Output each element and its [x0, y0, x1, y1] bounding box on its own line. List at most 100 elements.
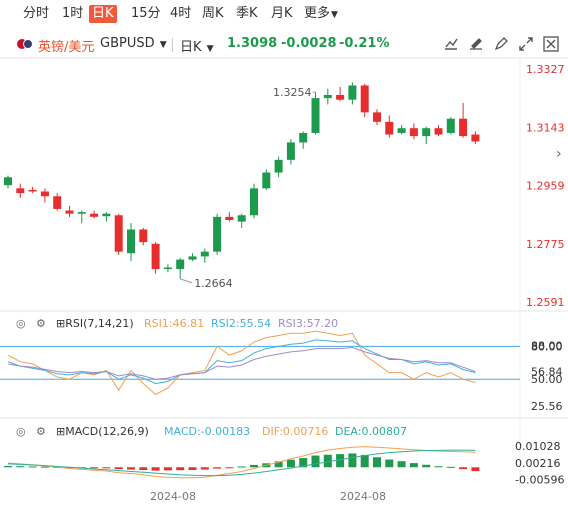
macd-histogram-bar [102, 467, 111, 469]
tab-daily[interactable]: 日K [89, 5, 117, 23]
macd-value: MACD:-0.00183 [164, 425, 251, 438]
close-icon[interactable] [541, 34, 561, 54]
candle-body [65, 210, 74, 214]
macd-histogram-bar [471, 467, 480, 472]
candle-body [188, 256, 197, 260]
candle-body [176, 259, 185, 270]
edit-tool-icon[interactable] [491, 34, 511, 54]
candle-body [262, 172, 271, 189]
tab-weekly[interactable]: 周K [202, 6, 224, 21]
macd-histogram-bar [151, 467, 160, 471]
symbol-selector[interactable]: GBPUSD ▼ [100, 36, 167, 51]
candle-body [151, 243, 160, 270]
candle-body [213, 216, 222, 252]
rsi-tick-label: 50.00 [531, 373, 563, 386]
macd-label: ⊞MACD(12,26,9) [56, 425, 149, 438]
price-change-percent: -0.21% [339, 36, 390, 51]
macd-histogram-bar [250, 464, 258, 468]
candle-body [53, 196, 62, 209]
price-tick-label: 1.2959 [526, 180, 565, 193]
candle-body [90, 213, 99, 217]
macd-tick-label: 0.00216 [515, 457, 561, 470]
line-tool-icon[interactable] [441, 34, 461, 54]
macd-histogram-bar [237, 466, 246, 468]
candle-body [409, 128, 418, 137]
candle-body [446, 118, 455, 133]
macd-histogram-bar [360, 454, 369, 468]
tab-monthly[interactable]: 月K [271, 6, 293, 21]
macd-histogram-bar [114, 467, 123, 470]
macd-histogram-bar [139, 467, 148, 470]
period-label: 日K [180, 40, 202, 55]
candle-body [323, 94, 332, 99]
rsi-tick-label: 88.00 [531, 339, 563, 352]
visibility-icon[interactable]: ◎ [16, 425, 26, 438]
tab-quarterly[interactable]: 季K [236, 6, 258, 21]
tab-more-label: 更多 [304, 6, 331, 21]
macd-histogram-bar [446, 466, 455, 468]
low-price-label: 1.2664 [194, 277, 233, 290]
settings-icon[interactable]: ⚙ [36, 317, 46, 330]
expand-icon[interactable] [516, 34, 536, 54]
last-price: 1.3098 [227, 36, 278, 51]
price-tick-label: 1.3327 [526, 63, 565, 76]
price-change: -0.0028 [281, 36, 337, 51]
candle-body [299, 132, 308, 143]
candle-body [336, 94, 345, 100]
dea-line [7, 449, 476, 477]
candle-body [286, 142, 295, 160]
visibility-icon[interactable]: ◎ [16, 317, 26, 330]
draw-tool-icon[interactable] [466, 34, 486, 54]
tab-more[interactable]: 更多▼ [301, 5, 341, 23]
settings-icon[interactable]: ⚙ [36, 425, 46, 438]
rsi3-value: RSI3:57.20 [278, 317, 339, 330]
tab-4h[interactable]: 4时 [170, 6, 192, 21]
date-label: 2024-08 [150, 490, 196, 503]
tab-fenshi[interactable]: 分时 [23, 6, 50, 21]
candle-body [311, 98, 320, 133]
candle-body [459, 118, 468, 137]
macd-histogram-bar [373, 457, 381, 468]
rsi-params: RSI(7,14,21) [65, 317, 134, 330]
chevron-down-icon: ▼ [159, 40, 167, 50]
macd-histogram-bar [176, 467, 185, 471]
low-marker-line [180, 278, 193, 284]
candle-body [422, 128, 431, 137]
macd-histogram-bar [28, 466, 37, 468]
macd-tick-label: -0.00596 [515, 474, 564, 487]
candle-body [348, 85, 357, 100]
rsi-tick-label: 80.00 [531, 340, 563, 353]
macd-histogram-bar [336, 454, 345, 468]
macd-histogram-bar [213, 467, 222, 469]
tab-15m[interactable]: 15分 [131, 6, 161, 21]
candle-body [28, 189, 37, 192]
chevron-down-icon: ▼ [331, 10, 338, 20]
macd-histogram-bar [127, 467, 135, 470]
candle-body [373, 112, 381, 122]
tab-1h[interactable]: 1时 [62, 6, 84, 21]
candle-body [16, 188, 25, 194]
candle-body [163, 267, 172, 270]
price-tick-label: 1.2775 [526, 238, 565, 251]
macd-histogram-bar [299, 458, 308, 468]
period-selector[interactable]: 日K ▼ [180, 36, 214, 55]
rsi-tick-label: 56.84 [531, 366, 563, 379]
chevron-down-icon: ▼ [206, 44, 214, 54]
dif-value: DIF:0.00716 [262, 425, 329, 438]
candle-body [385, 121, 394, 135]
macd-histogram-bar [348, 453, 357, 468]
rsi-tick-label: 25.56 [531, 400, 563, 413]
candle-body [360, 85, 369, 113]
macd-histogram-bar [459, 467, 468, 470]
period-tabs: 分时 1时 日K 15分 4时 周K 季K 月K 更多▼ [0, 0, 568, 28]
chevron-right-icon[interactable]: › [556, 146, 562, 162]
macd-histogram-bar [286, 459, 295, 468]
macd-histogram-bar [163, 467, 172, 471]
candle-body [397, 128, 406, 133]
candle-body [77, 212, 86, 214]
high-price-label: 1.3254 [273, 86, 312, 99]
rsi1-value: RSI1:46.81 [144, 317, 205, 330]
candle-body [127, 229, 135, 254]
rsi3-line [7, 346, 476, 380]
